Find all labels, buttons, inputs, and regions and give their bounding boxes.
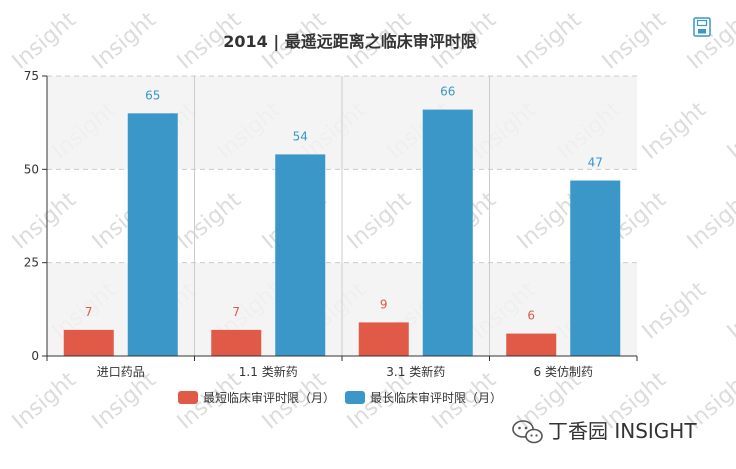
bar[interactable] <box>127 113 178 356</box>
x-tick-label: 进口药品 <box>97 365 145 379</box>
bar[interactable] <box>63 329 114 356</box>
wechat-icon <box>512 420 543 444</box>
legend-item[interactable]: 最短临床审评时限（月） <box>178 390 335 405</box>
watermark-text: Insight <box>8 367 81 434</box>
watermark-text: Insight <box>723 97 736 164</box>
watermark-text: Insight <box>638 97 711 164</box>
watermark-text: Insight <box>8 187 81 254</box>
data-label: 54 <box>293 129 308 143</box>
save-icon[interactable] <box>693 17 711 37</box>
watermark-text: Insight <box>88 7 161 74</box>
watermark-text: Insight <box>638 277 711 344</box>
y-tick-label: 75 <box>24 69 39 83</box>
watermark-text: Insight <box>173 187 246 254</box>
watermark-text: Insight <box>513 7 586 74</box>
legend-label: 最长临床审评时限（月） <box>370 390 502 405</box>
bar[interactable] <box>275 154 326 356</box>
bar[interactable] <box>211 329 262 356</box>
legend-swatch <box>178 391 198 404</box>
y-tick-label: 0 <box>31 349 39 363</box>
bar[interactable] <box>570 180 621 356</box>
x-tick-label: 6 类仿制药 <box>534 365 593 379</box>
watermark-text: Insight <box>343 187 416 254</box>
bar[interactable] <box>422 109 473 356</box>
data-label: 47 <box>588 156 603 170</box>
watermark-text: Insight <box>723 277 736 344</box>
data-label: 7 <box>232 305 240 319</box>
legend-item[interactable]: 最长临床审评时限（月） <box>345 390 502 405</box>
data-label: 9 <box>380 297 388 311</box>
y-tick-label: 25 <box>24 256 39 270</box>
watermark-text: Insight <box>598 7 671 74</box>
x-tick-label: 3.1 类新药 <box>386 364 445 379</box>
chart-title: 2014 | 最遥远距离之临床审评时限 <box>223 32 478 52</box>
data-label: 6 <box>527 309 535 323</box>
y-tick-label: 50 <box>24 162 39 176</box>
bar[interactable] <box>506 333 557 356</box>
x-tick-label: 1.1 类新药 <box>239 364 298 379</box>
data-label: 7 <box>85 305 93 319</box>
brand-text: 丁香园 INSIGHT <box>548 419 697 443</box>
legend-swatch <box>345 391 365 404</box>
watermark-text: Insight <box>8 7 81 74</box>
data-label: 65 <box>145 88 160 102</box>
legend-label: 最短临床审评时限（月） <box>203 390 335 405</box>
bar[interactable] <box>358 322 409 356</box>
legend: 最短临床审评时限（月） 最长临床审评时限（月） <box>178 390 502 405</box>
brand: 丁香园 INSIGHT <box>512 419 697 444</box>
data-label: 66 <box>440 85 455 99</box>
watermark-text: Insight <box>683 187 736 254</box>
